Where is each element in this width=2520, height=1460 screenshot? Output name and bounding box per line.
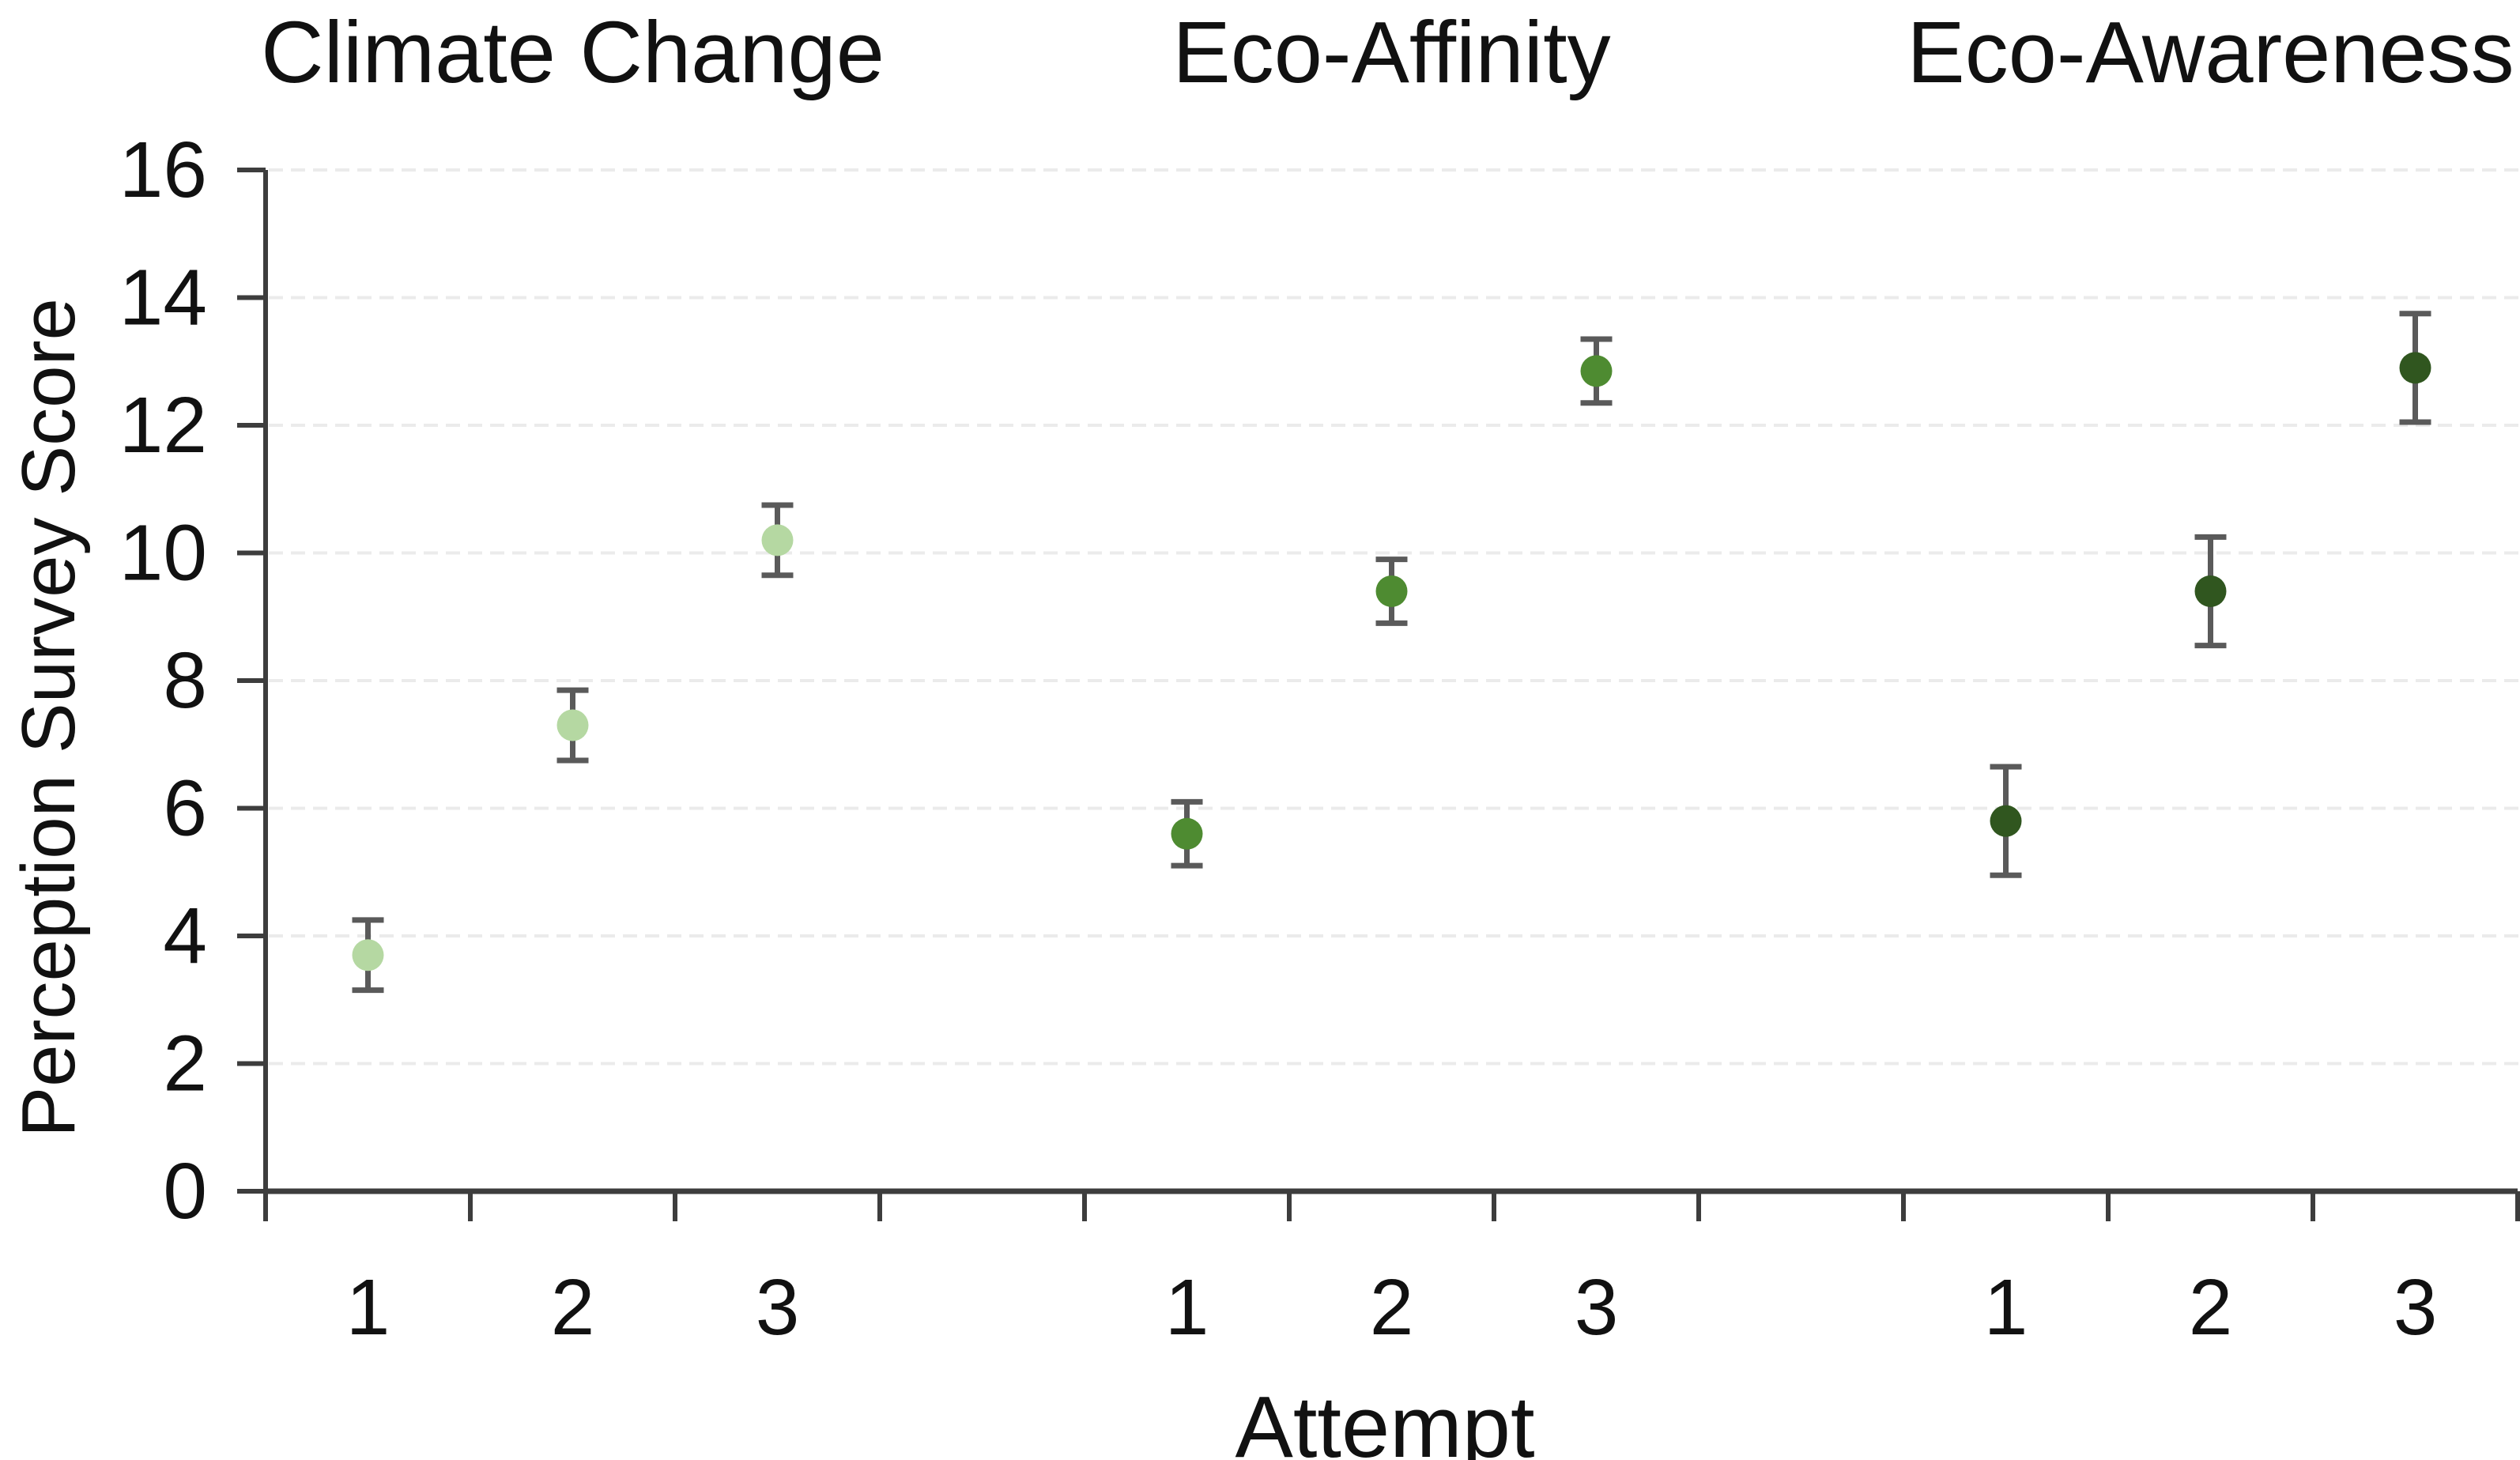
y-tick-label: 0 <box>163 1147 207 1236</box>
x-tick-label: 1 <box>346 1263 390 1352</box>
x-tick-label: 3 <box>2394 1263 2438 1352</box>
point-eco-affinity-2 <box>1375 575 1408 607</box>
point-eco-awareness-2 <box>2194 575 2227 607</box>
y-tick-label: 10 <box>119 509 207 598</box>
y-tick-label: 2 <box>163 1020 207 1108</box>
x-tick-label: 2 <box>551 1263 595 1352</box>
point-eco-affinity-1 <box>1171 817 1203 850</box>
point-eco-awareness-3 <box>2399 352 2431 384</box>
point-eco-awareness-1 <box>1990 805 2022 837</box>
y-tick-label: 8 <box>163 636 207 725</box>
x-tick-label: 2 <box>2189 1263 2233 1352</box>
x-tick-label: 1 <box>1165 1263 1209 1352</box>
y-axis-title: Perception Survey Score <box>6 298 91 1137</box>
y-tick-label: 12 <box>119 381 207 470</box>
x-tick-label: 3 <box>1575 1263 1619 1352</box>
point-climate-change-2 <box>556 709 589 741</box>
x-tick-label: 2 <box>1370 1263 1414 1352</box>
x-tick-label: 1 <box>1984 1263 2028 1352</box>
group-title-eco-awareness: Eco-Awareness <box>1907 4 2514 101</box>
y-tick-label: 6 <box>163 764 207 853</box>
group-title-climate-change: Climate Change <box>261 4 885 101</box>
point-climate-change-1 <box>352 939 384 971</box>
group-title-eco-affinity: Eco-Affinity <box>1172 4 1611 101</box>
x-tick-label: 3 <box>756 1263 800 1352</box>
point-eco-affinity-3 <box>1580 355 1613 387</box>
x-axis-title: Attempt <box>1235 1379 1535 1460</box>
point-climate-change-3 <box>761 524 794 556</box>
y-tick-label: 16 <box>119 126 207 214</box>
y-tick-label: 14 <box>119 254 207 342</box>
y-tick-label: 4 <box>163 892 207 980</box>
